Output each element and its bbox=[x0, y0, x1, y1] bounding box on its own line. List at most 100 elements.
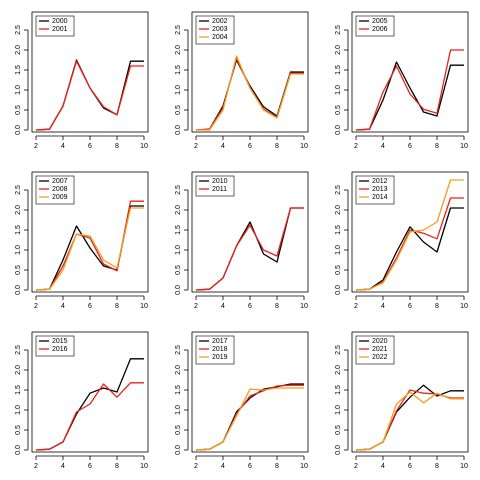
series-line-2001 bbox=[35, 60, 144, 131]
x-tick-label: 2 bbox=[354, 143, 358, 150]
series-line-2002 bbox=[195, 59, 304, 131]
x-tick-label: 2 bbox=[354, 303, 358, 310]
y-tick-label: 2.5 bbox=[15, 185, 22, 195]
x-tick-label: 2 bbox=[354, 463, 358, 470]
y-tick-label: 0.5 bbox=[335, 265, 342, 275]
y-tick-label: 1.0 bbox=[175, 245, 182, 255]
series-line-2012 bbox=[355, 207, 464, 291]
y-tick-label: 1.0 bbox=[175, 85, 182, 95]
y-tick-label: 1.5 bbox=[335, 65, 342, 75]
y-tick-label: 2.0 bbox=[335, 365, 342, 375]
x-tick-label: 8 bbox=[115, 463, 119, 470]
y-tick-label: 2.0 bbox=[335, 205, 342, 215]
y-tick-label: 0.0 bbox=[15, 125, 22, 135]
legend-label-2002: 2002 bbox=[212, 18, 228, 25]
y-tick-label: 0.0 bbox=[335, 285, 342, 295]
y-tick-label: 2.5 bbox=[15, 345, 22, 355]
y-tick-label: 1.5 bbox=[15, 65, 22, 75]
x-tick-label: 10 bbox=[300, 143, 308, 150]
y-tick-label: 2.5 bbox=[335, 25, 342, 35]
y-tick-label: 2.0 bbox=[15, 205, 22, 215]
x-tick-label: 6 bbox=[248, 143, 252, 150]
legend-label-2008: 2008 bbox=[52, 186, 68, 193]
y-tick-label: 2.0 bbox=[175, 205, 182, 215]
y-tick-label: 1.5 bbox=[175, 225, 182, 235]
x-tick-label: 2 bbox=[34, 463, 38, 470]
x-tick-label: 6 bbox=[408, 463, 412, 470]
y-tick-label: 0.5 bbox=[335, 425, 342, 435]
legend-label-2004: 2004 bbox=[212, 34, 228, 41]
legend-label-2014: 2014 bbox=[372, 194, 388, 201]
series-line-2021 bbox=[355, 389, 464, 451]
y-tick-label: 0.5 bbox=[15, 265, 22, 275]
plot-box bbox=[31, 331, 149, 453]
legend-label-2015: 2015 bbox=[52, 338, 68, 345]
x-tick-label: 6 bbox=[248, 303, 252, 310]
legend-label-2007: 2007 bbox=[52, 178, 68, 185]
y-tick-label: 1.0 bbox=[335, 245, 342, 255]
legend-label-2019: 2019 bbox=[212, 354, 228, 361]
x-tick-label: 4 bbox=[221, 143, 225, 150]
x-tick-label: 6 bbox=[248, 463, 252, 470]
x-tick-label: 4 bbox=[61, 143, 65, 150]
plot-box bbox=[351, 11, 469, 133]
x-tick-label: 2 bbox=[194, 303, 198, 310]
legend-label-2010: 2010 bbox=[212, 178, 228, 185]
legend-label-2009: 2009 bbox=[52, 194, 68, 201]
y-tick-label: 1.5 bbox=[175, 65, 182, 75]
x-tick-label: 4 bbox=[381, 143, 385, 150]
y-tick-label: 2.5 bbox=[175, 25, 182, 35]
y-tick-label: 1.5 bbox=[335, 385, 342, 395]
series-line-2013 bbox=[355, 197, 464, 291]
legend-label-2005: 2005 bbox=[372, 18, 388, 25]
y-tick-label: 0.0 bbox=[175, 445, 182, 455]
x-tick-label: 8 bbox=[435, 303, 439, 310]
x-tick-label: 2 bbox=[194, 463, 198, 470]
y-tick-label: 2.5 bbox=[335, 345, 342, 355]
x-tick-label: 8 bbox=[435, 463, 439, 470]
x-tick-label: 10 bbox=[460, 463, 468, 470]
x-tick-label: 2 bbox=[34, 143, 38, 150]
y-tick-label: 0.0 bbox=[335, 125, 342, 135]
legend-label-2017: 2017 bbox=[212, 338, 228, 345]
x-tick-label: 8 bbox=[275, 463, 279, 470]
series-line-2019 bbox=[195, 387, 304, 451]
series-line-2005 bbox=[355, 61, 464, 131]
plot-box bbox=[351, 171, 469, 293]
x-tick-label: 6 bbox=[408, 143, 412, 150]
legend-label-2013: 2013 bbox=[372, 186, 388, 193]
legend-label-2003: 2003 bbox=[212, 26, 228, 33]
y-tick-label: 2.0 bbox=[335, 45, 342, 55]
x-tick-label: 6 bbox=[408, 303, 412, 310]
x-tick-label: 6 bbox=[88, 463, 92, 470]
series-line-2017 bbox=[195, 383, 304, 451]
plot-box bbox=[191, 171, 309, 293]
y-tick-label: 1.5 bbox=[335, 225, 342, 235]
y-tick-label: 0.0 bbox=[175, 285, 182, 295]
y-tick-label: 0.5 bbox=[15, 425, 22, 435]
legend-label-2001: 2001 bbox=[52, 26, 68, 33]
y-tick-label: 0.5 bbox=[175, 265, 182, 275]
series-line-2000 bbox=[35, 59, 144, 131]
y-tick-label: 2.0 bbox=[15, 365, 22, 375]
series-line-2011 bbox=[195, 207, 304, 291]
y-tick-label: 2.0 bbox=[175, 45, 182, 55]
x-tick-label: 4 bbox=[221, 463, 225, 470]
series-line-2018 bbox=[195, 384, 304, 451]
y-tick-label: 0.5 bbox=[15, 105, 22, 115]
y-tick-label: 1.5 bbox=[15, 225, 22, 235]
y-tick-label: 0.0 bbox=[15, 445, 22, 455]
y-tick-label: 2.5 bbox=[175, 345, 182, 355]
y-tick-label: 0.5 bbox=[175, 425, 182, 435]
